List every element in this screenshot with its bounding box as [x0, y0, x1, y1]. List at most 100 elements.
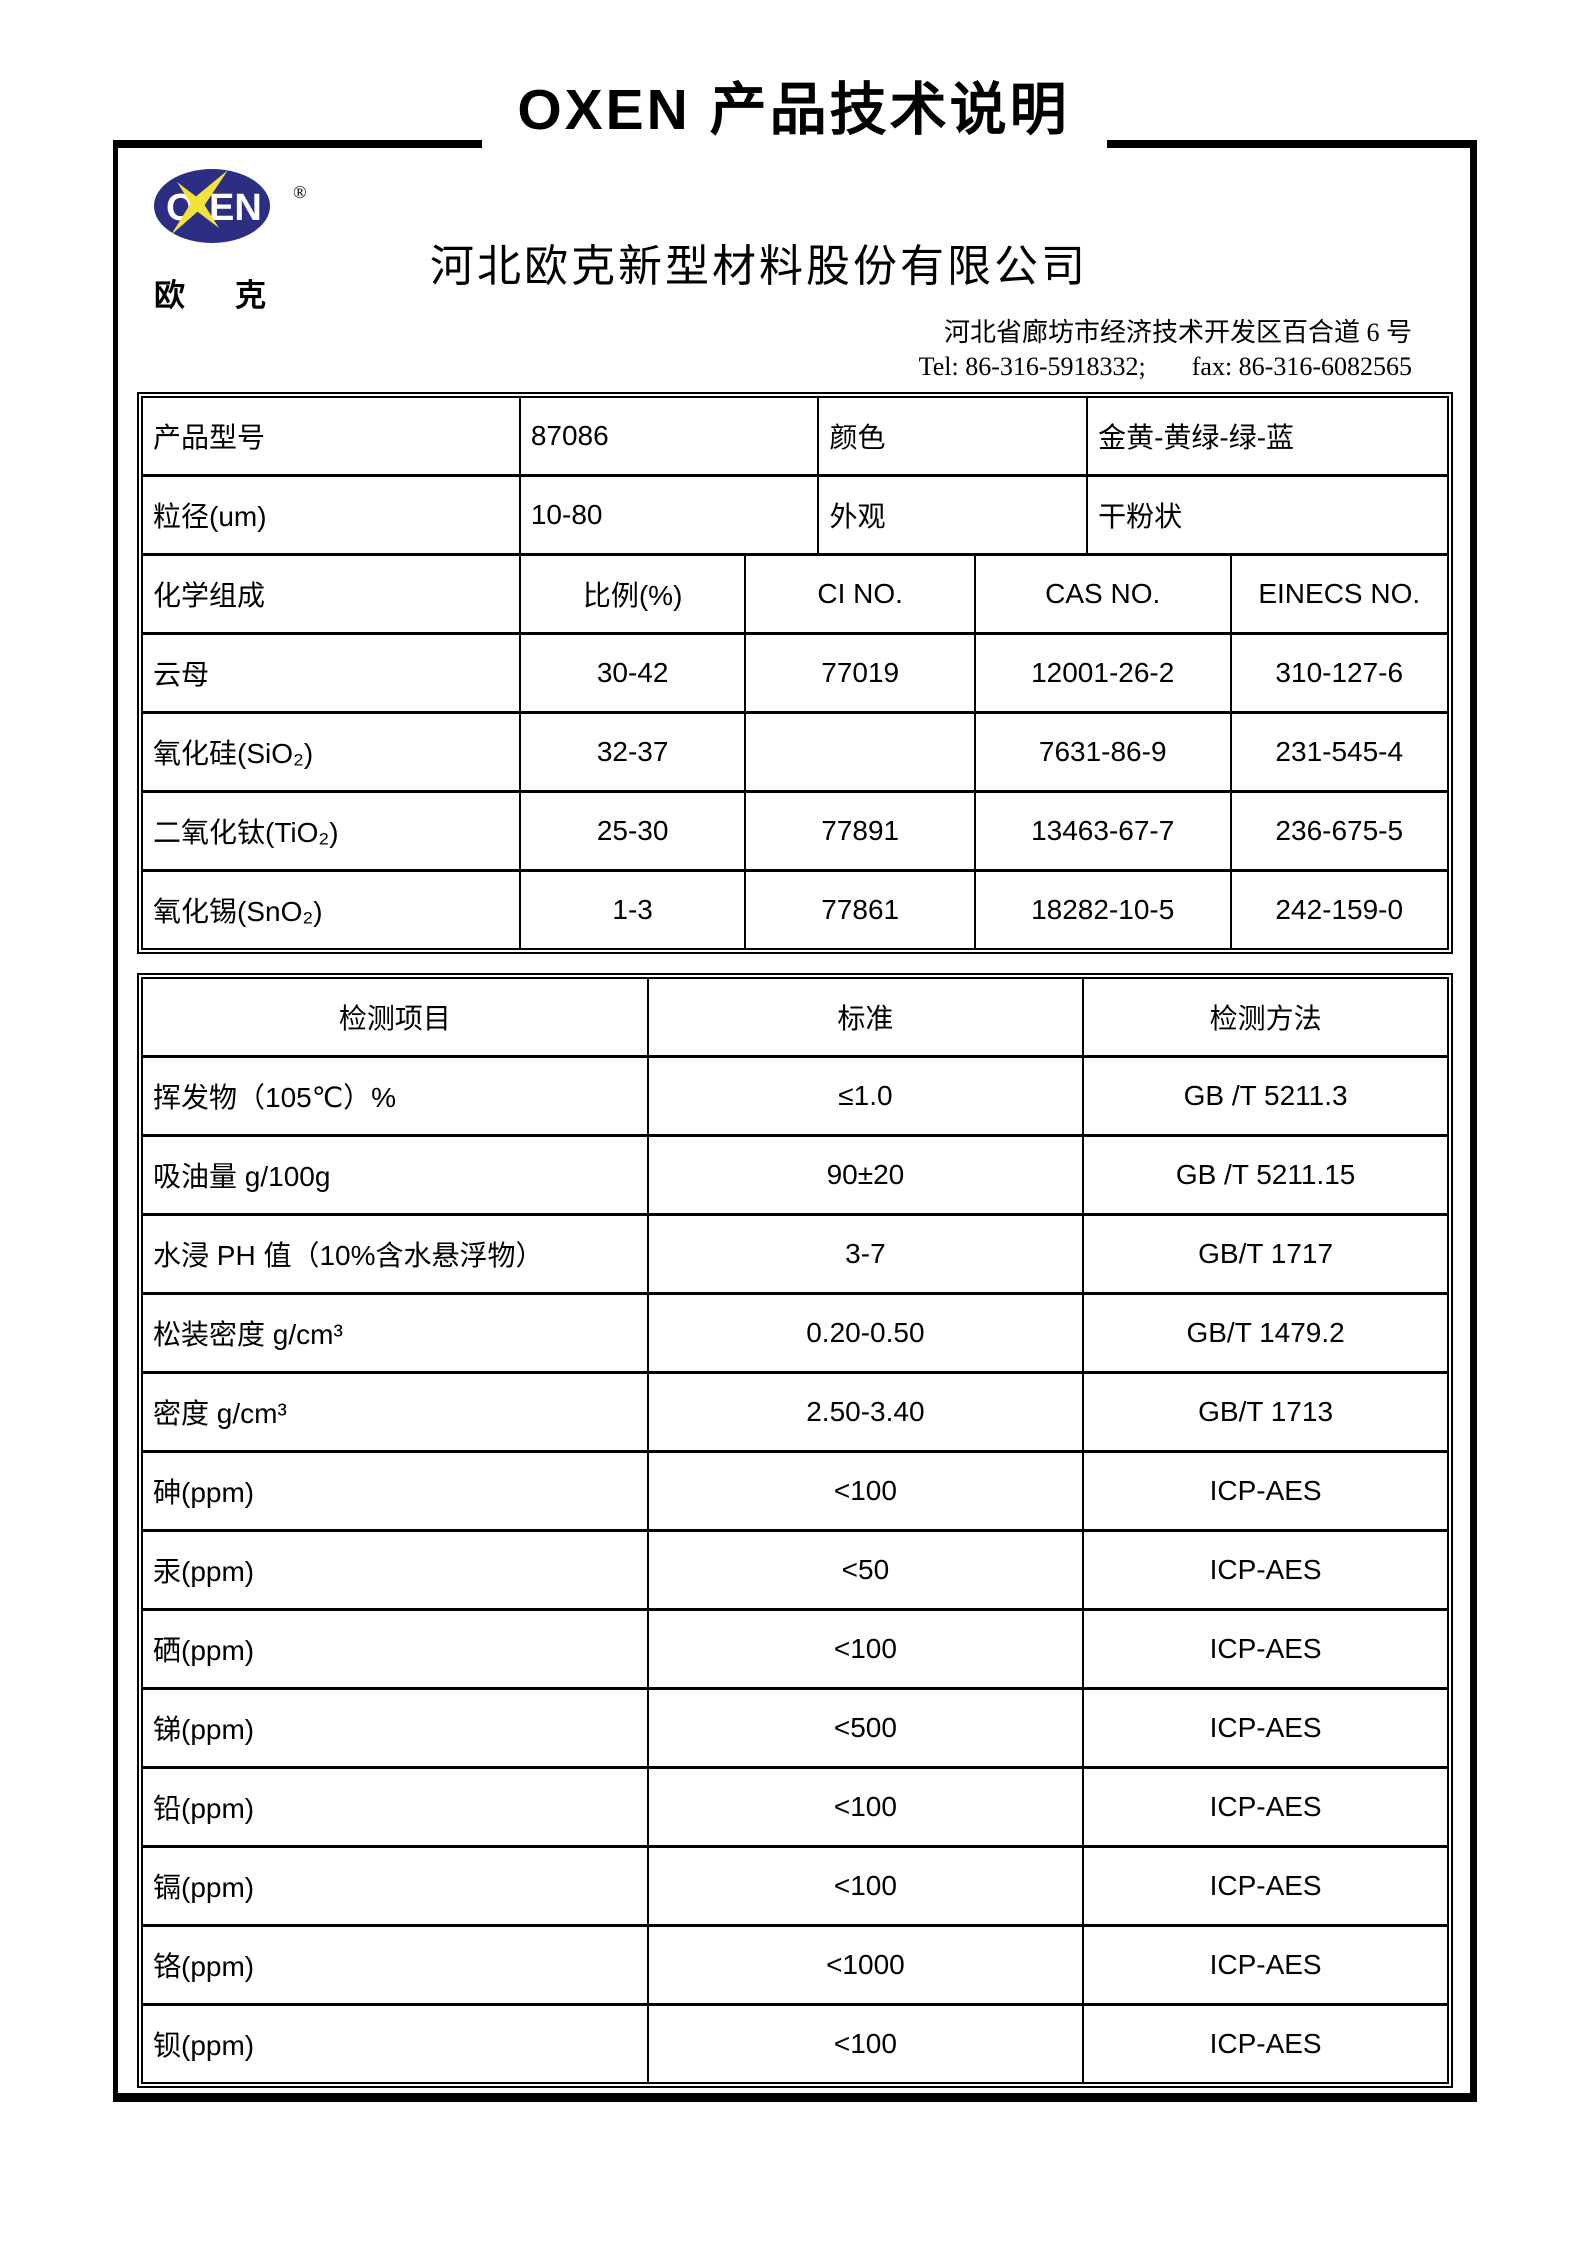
cell: 236-675-5 [1229, 790, 1447, 872]
company-logo: O EN ® 欧 克 [153, 164, 313, 324]
table-row: 镉(ppm) <100 ICP-AES [143, 1845, 1447, 1927]
cell: 25-30 [518, 790, 747, 872]
cell: 10-80 [518, 474, 820, 555]
logo-cn-right: 克 [235, 278, 266, 313]
cell: 二氧化钛(TiO₂) [143, 790, 521, 872]
header-cell: CI NO. [744, 556, 976, 635]
cell: 云母 [143, 632, 521, 714]
cell: 硒(ppm) [143, 1608, 649, 1690]
header-cell: 标准 [646, 979, 1085, 1058]
table-row: 挥发物（105℃）% ≤1.0 GB /T 5211.3 [143, 1055, 1447, 1137]
cell: 310-127-6 [1229, 632, 1447, 714]
cell: 锑(ppm) [143, 1687, 649, 1769]
cell: 松装密度 g/cm³ [143, 1292, 649, 1374]
table-row: 铅(ppm) <100 ICP-AES [143, 1766, 1447, 1848]
cell: 铅(ppm) [143, 1766, 649, 1848]
table-header-row: 检测项目 标准 检测方法 [143, 979, 1447, 1058]
cell: 汞(ppm) [143, 1529, 649, 1611]
cell: ICP-AES [1082, 1766, 1447, 1848]
table-row: 砷(ppm) <100 ICP-AES [143, 1450, 1447, 1532]
table-row: 吸油量 g/100g 90±20 GB /T 5211.15 [143, 1134, 1447, 1216]
table-row: 氧化锡(SnO₂) 1-3 77861 18282-10-5 242-159-0 [143, 869, 1447, 948]
table-row: 松装密度 g/cm³ 0.20-0.50 GB/T 1479.2 [143, 1292, 1447, 1374]
cell: 氧化锡(SnO₂) [143, 869, 521, 948]
cell: 12001-26-2 [973, 632, 1232, 714]
header-cell: 检测项目 [143, 979, 649, 1058]
document-title: OXEN 产品技术说明 [517, 78, 1070, 142]
header-cell: 检测方法 [1082, 979, 1447, 1058]
cell: <100 [646, 1608, 1085, 1690]
cell: GB/T 1713 [1082, 1371, 1447, 1453]
cell: <1000 [646, 1924, 1085, 2006]
cell: 18282-10-5 [973, 869, 1232, 948]
cell: 2.50-3.40 [646, 1371, 1085, 1453]
cell: ICP-AES [1082, 1529, 1447, 1611]
cell: ICP-AES [1082, 1608, 1447, 1690]
cell: 3-7 [646, 1213, 1085, 1295]
cell: 外观 [817, 474, 1089, 555]
header-cell: EINECS NO. [1229, 556, 1447, 635]
fax-text: fax: 86-316-6082565 [1191, 352, 1412, 381]
cell: 77019 [744, 632, 976, 714]
cell: 0.20-0.50 [646, 1292, 1085, 1374]
table-row: 钡(ppm) <100 ICP-AES [143, 2003, 1447, 2082]
inspection-table: 检测项目 标准 检测方法 挥发物（105℃）% ≤1.0 GB /T 5211.… [137, 973, 1453, 2088]
cell: 产品型号 [143, 398, 521, 477]
cell: 7631-86-9 [973, 711, 1232, 793]
table-row: 产品型号 87086 颜色 金黄-黄绿-绿-蓝 [143, 398, 1447, 477]
cell: 镉(ppm) [143, 1845, 649, 1927]
contact-line: Tel: 86-316-5918332; fax: 86-316-6082565 [919, 350, 1412, 384]
cell: ICP-AES [1082, 1687, 1447, 1769]
composition-table: 化学组成 比例(%) CI NO. CAS NO. EINECS NO. 云母 … [143, 556, 1447, 948]
cell: <100 [646, 1845, 1085, 1927]
cell: ICP-AES [1082, 1450, 1447, 1532]
logo-star-arm2 [177, 182, 219, 228]
cell: 90±20 [646, 1134, 1085, 1216]
table-row: 氧化硅(SiO₂) 32-37 7631-86-9 231-545-4 [143, 711, 1447, 793]
cell: 13463-67-7 [973, 790, 1232, 872]
cell: <100 [646, 1450, 1085, 1532]
cell: 水浸 PH 值（10%含水悬浮物） [143, 1213, 649, 1295]
cell: 铬(ppm) [143, 1924, 649, 2006]
logo-cn-left: 欧 [154, 278, 185, 313]
cell: 87086 [518, 398, 820, 477]
content-frame: O EN ® 欧 克 河北欧克新型材料股份有限公司 河北省廊坊市经济技术开发区百… [113, 140, 1477, 2102]
cell: GB /T 5211.15 [1082, 1134, 1447, 1216]
title-rule-left [113, 140, 482, 148]
table-header-row: 化学组成 比例(%) CI NO. CAS NO. EINECS NO. [143, 556, 1447, 635]
table-row: 二氧化钛(TiO₂) 25-30 77891 13463-67-7 236-67… [143, 790, 1447, 872]
cell: 231-545-4 [1229, 711, 1447, 793]
registered-mark: ® [293, 182, 307, 202]
cell: 242-159-0 [1229, 869, 1447, 948]
header-cell: CAS NO. [973, 556, 1232, 635]
table-row: 云母 30-42 77019 12001-26-2 310-127-6 [143, 632, 1447, 714]
tel-text: Tel: 86-316-5918332; [918, 352, 1146, 381]
cell: GB/T 1479.2 [1082, 1292, 1447, 1374]
table-row: 锑(ppm) <500 ICP-AES [143, 1687, 1447, 1769]
company-name: 河北欧克新型材料股份有限公司 [430, 242, 1088, 291]
cell: 密度 g/cm³ [143, 1371, 649, 1453]
oxen-logo-icon: O EN [154, 169, 270, 243]
cell: 1-3 [518, 869, 747, 948]
header-cell: 化学组成 [143, 556, 521, 635]
cell: 金黄-黄绿-绿-蓝 [1086, 398, 1447, 477]
cell: 粒径(um) [143, 474, 521, 555]
cell: 干粉状 [1086, 474, 1447, 555]
cell: ICP-AES [1082, 1845, 1447, 1927]
cell: ≤1.0 [646, 1055, 1085, 1137]
cell: ICP-AES [1082, 2003, 1447, 2082]
logo-letters-en: EN [209, 187, 262, 229]
company-address: 河北省廊坊市经济技术开发区百合道 6 号 Tel: 86-316-5918332… [919, 316, 1412, 384]
cell: <500 [646, 1687, 1085, 1769]
cell: 30-42 [518, 632, 747, 714]
cell: 砷(ppm) [143, 1450, 649, 1532]
address-line: 河北省廊坊市经济技术开发区百合道 6 号 [943, 318, 1412, 347]
cell: 77891 [744, 790, 976, 872]
title-rule-right [1107, 140, 1477, 148]
table-row: 密度 g/cm³ 2.50-3.40 GB/T 1713 [143, 1371, 1447, 1453]
cell: <50 [646, 1529, 1085, 1611]
table-row: 铬(ppm) <1000 ICP-AES [143, 1924, 1447, 2006]
cell: 挥发物（105℃）% [143, 1055, 649, 1137]
cell: ICP-AES [1082, 1924, 1447, 2006]
